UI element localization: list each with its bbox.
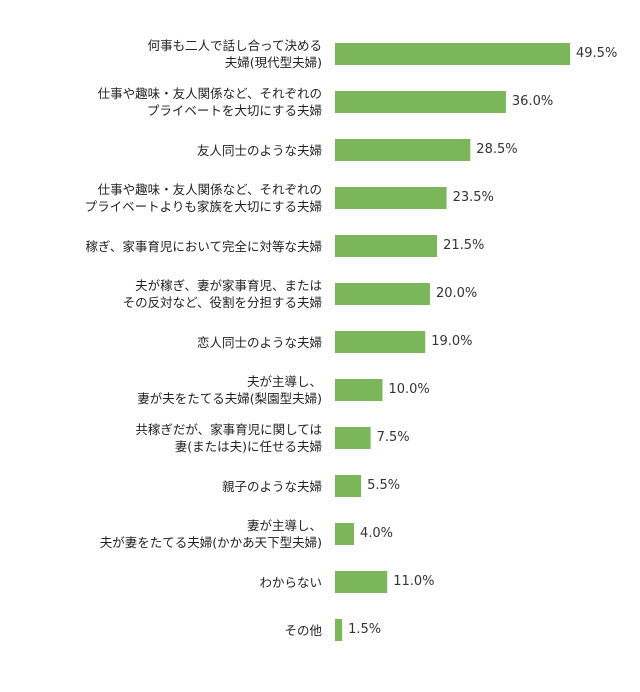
category-label-5: 夫が稼ぎ、妻が家事育児、または その反対など、役割を分担する夫婦 [122, 278, 322, 310]
value-label-1: 36.0% [511, 94, 554, 109]
bar-4 [335, 235, 438, 257]
bar-10 [335, 523, 354, 545]
bar-0 [335, 43, 570, 65]
value-label-3: 23.5% [452, 190, 494, 205]
value-label-12: 1.5% [348, 622, 382, 637]
bar-3 [335, 187, 447, 209]
bar-11 [335, 571, 388, 593]
category-label-0: 何事も二人で話し合って決める 夫婦(現代型夫婦) [147, 38, 322, 70]
bar-1 [335, 91, 506, 113]
category-label-11: わからない [259, 574, 322, 590]
category-label-9: 親子のような夫婦 [221, 478, 322, 494]
bar-12 [335, 619, 343, 641]
value-label-0: 49.5% [576, 46, 618, 61]
category-label-3: 仕事や趣味・友人関係など、それぞれの プライベートよりも家族を大切にする夫婦 [84, 182, 322, 214]
bar-2 [335, 139, 471, 161]
value-label-5: 20.0% [435, 286, 478, 301]
category-label-6: 恋人同士のような夫婦 [196, 334, 322, 350]
value-label-8: 7.5% [376, 430, 410, 445]
bar-5 [335, 283, 430, 305]
bar-6 [335, 331, 426, 353]
bar-8 [335, 427, 371, 449]
category-label-7: 夫が主導し、 妻が夫をたてる夫婦(梨園型夫婦) [137, 374, 322, 406]
value-label-6: 19.0% [431, 334, 473, 349]
value-label-10: 4.0% [359, 526, 394, 541]
category-label-12: その他 [284, 622, 322, 638]
value-label-9: 5.5% [367, 478, 401, 493]
value-label-2: 28.5% [476, 142, 518, 157]
bar-7 [335, 379, 383, 401]
category-label-2: 友人同士のような夫婦 [196, 142, 322, 158]
value-label-4: 21.5% [443, 238, 485, 253]
category-label-10: 妻が主導し、 夫が妻をたてる夫婦(かかあ天下型夫婦) [99, 518, 322, 550]
bar-9 [335, 475, 362, 497]
category-label-4: 稼ぎ、家事育児において完全に対等な夫婦 [85, 238, 322, 254]
category-label-1: 仕事や趣味・友人関係など、それぞれの プライベートを大切にする夫婦 [97, 86, 322, 118]
value-label-11: 11.0% [393, 574, 435, 589]
category-label-8: 共稼ぎだが、家事育児に関しては 妻(または夫)に任せる夫婦 [135, 422, 322, 454]
value-label-7: 10.0% [388, 382, 430, 397]
